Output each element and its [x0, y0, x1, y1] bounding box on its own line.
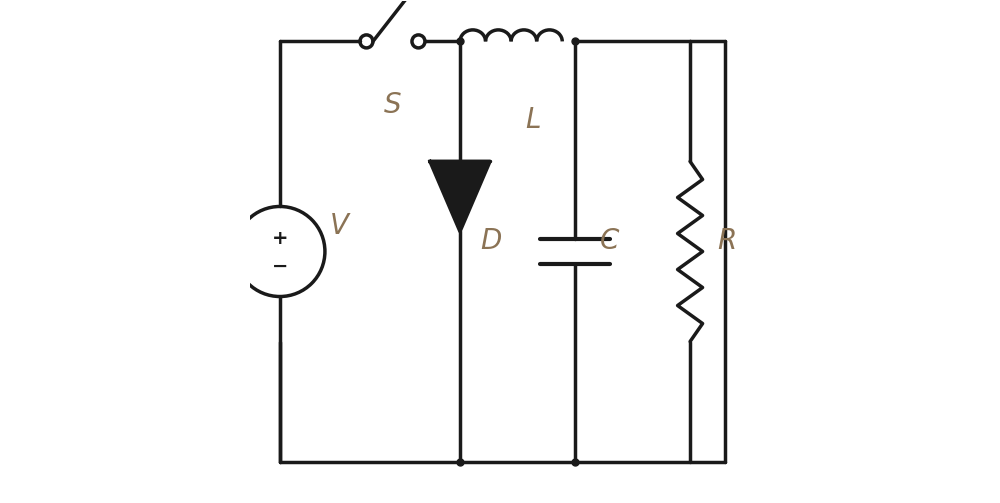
Text: D: D [480, 227, 501, 256]
Text: C: C [600, 227, 619, 256]
Text: L: L [525, 107, 540, 134]
Text: V: V [330, 212, 349, 240]
Text: R: R [718, 227, 737, 256]
Text: S: S [384, 92, 401, 119]
Text: +: + [272, 229, 288, 248]
Polygon shape [430, 161, 490, 231]
Text: −: − [272, 257, 288, 276]
